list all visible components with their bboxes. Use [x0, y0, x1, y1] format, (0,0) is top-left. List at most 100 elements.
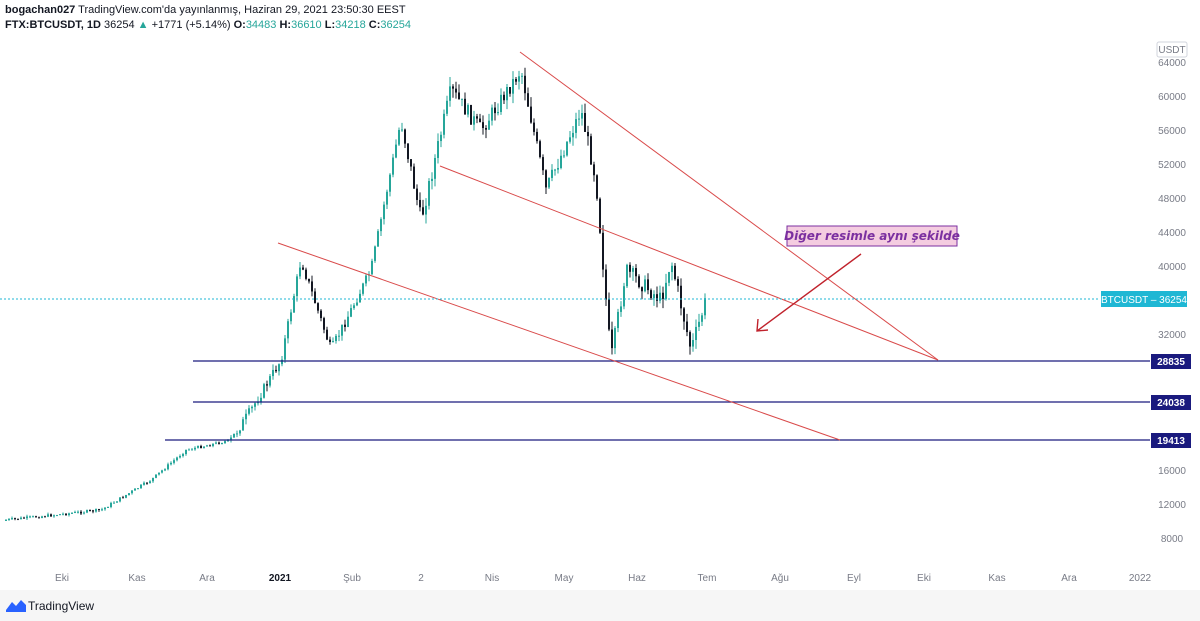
candle-body: [86, 510, 88, 513]
tradingview-logo-icon[interactable]: [6, 598, 26, 612]
candle-body: [473, 116, 475, 125]
price-tick-label: 32000: [1158, 330, 1186, 341]
author-name[interactable]: bogachan027: [5, 4, 76, 16]
candle-body: [659, 292, 661, 301]
candle-body: [548, 177, 550, 188]
candle-body: [263, 384, 265, 398]
candle-body: [608, 299, 610, 330]
candle-body: [95, 509, 97, 512]
candle-body: [569, 137, 571, 142]
candle-body: [662, 292, 664, 299]
candle-body: [44, 516, 46, 518]
candle-body: [605, 269, 607, 300]
candle-body: [440, 134, 442, 142]
candle-body: [251, 406, 253, 409]
time-tick-label: Kas: [128, 573, 145, 584]
candle-body: [146, 482, 148, 484]
candle-body: [14, 518, 16, 520]
time-tick-label: Ağu: [771, 573, 789, 584]
candle-body: [632, 268, 634, 272]
candle-body: [524, 75, 526, 94]
candle-body: [482, 122, 484, 129]
candle-body: [428, 180, 430, 206]
candle-body: [641, 287, 643, 292]
time-tick-label: Haz: [628, 573, 646, 584]
candle-body: [446, 100, 448, 114]
candle-body: [104, 507, 106, 510]
candle-body: [434, 157, 436, 179]
candle-body: [560, 155, 562, 169]
candle-body: [551, 169, 553, 178]
candle-body: [638, 276, 640, 288]
candle-body: [50, 514, 52, 517]
candle-body: [68, 513, 70, 516]
last-price: 36254: [104, 19, 135, 31]
candle-body: [491, 107, 493, 121]
candle-body: [359, 293, 361, 303]
candle-body: [35, 516, 37, 518]
candle-body: [80, 511, 82, 514]
candle-body: [575, 119, 577, 133]
candle-body: [506, 86, 508, 101]
trendline-middle[interactable]: [439, 165, 939, 361]
high-label: H:: [279, 19, 292, 31]
trendline-upper[interactable]: [519, 51, 939, 361]
annotation-box[interactable]: [786, 225, 958, 247]
candle-body: [437, 141, 439, 158]
symbol-label[interactable]: FTX:BTCUSDT, 1D: [5, 19, 101, 31]
candle-body: [401, 129, 403, 131]
level-label-28835: 28835: [1157, 357, 1185, 368]
time-tick-label: Eki: [917, 573, 931, 584]
tradingview-brand[interactable]: TradingView: [28, 599, 95, 613]
annotation-arrow[interactable]: [756, 253, 862, 332]
candle-body: [578, 118, 580, 120]
trendline-lower[interactable]: [277, 242, 841, 441]
candle-body: [587, 131, 589, 137]
time-tick-label: 2022: [1129, 573, 1152, 584]
candle-body: [188, 449, 190, 451]
candle-body: [380, 219, 382, 232]
candle-body: [56, 515, 58, 517]
candle-body: [176, 457, 178, 461]
level-badge-19413: [1151, 433, 1191, 448]
price-axis[interactable]: USDT 64000 60000 56000 52000 48000 44000 40000…: [1101, 41, 1191, 545]
candle-body: [554, 169, 556, 171]
time-tick-label: Ara: [199, 573, 215, 584]
candle-body: [134, 488, 136, 491]
candle-body: [38, 517, 40, 519]
candle-body: [281, 359, 283, 365]
candle-body: [41, 516, 43, 518]
candle-body: [116, 501, 118, 503]
time-tick-label: Eki: [55, 573, 69, 584]
chart-canvas[interactable]: Diğer resimle aynı şekilde USDT 64000 600…: [0, 38, 1200, 590]
time-tick-label: Tem: [698, 573, 717, 584]
currency-badge[interactable]: [1156, 41, 1188, 58]
change-value: +1771 (+5.14%): [151, 19, 231, 31]
candle-body: [161, 470, 163, 473]
candle-body: [356, 302, 358, 306]
annotation-text: Diğer resimle aynı şekilde: [784, 229, 960, 243]
level-label-19413: 19413: [1157, 436, 1185, 447]
candle-body: [200, 445, 202, 449]
time-axis[interactable]: Eki Kas Ara 2021 Şub 2 Nis May Haz Tem Ağu Eyl Eki Ka…: [55, 573, 1152, 584]
candle-body: [185, 449, 187, 455]
candle-body: [593, 164, 595, 176]
chart-pane[interactable]: Diğer resimle aynı şekilde USDT 64000 600…: [0, 38, 1200, 590]
candle-body: [62, 513, 64, 515]
candle-body: [137, 488, 139, 490]
time-tick-label: Şub: [343, 573, 361, 584]
close-value: 36254: [380, 19, 411, 31]
candle-body: [383, 204, 385, 220]
candle-body: [53, 515, 55, 517]
candle-body: [362, 283, 364, 294]
time-tick-label: 2: [418, 573, 424, 584]
candle-body: [584, 113, 586, 132]
time-tick-label: May: [555, 573, 574, 584]
candle-body: [122, 497, 124, 499]
candle-body: [677, 279, 679, 286]
candle-body: [611, 329, 613, 349]
candle-body: [377, 231, 379, 247]
price-tick-label: 44000: [1158, 228, 1186, 239]
candle-body: [596, 175, 598, 199]
candle-body: [701, 315, 703, 322]
